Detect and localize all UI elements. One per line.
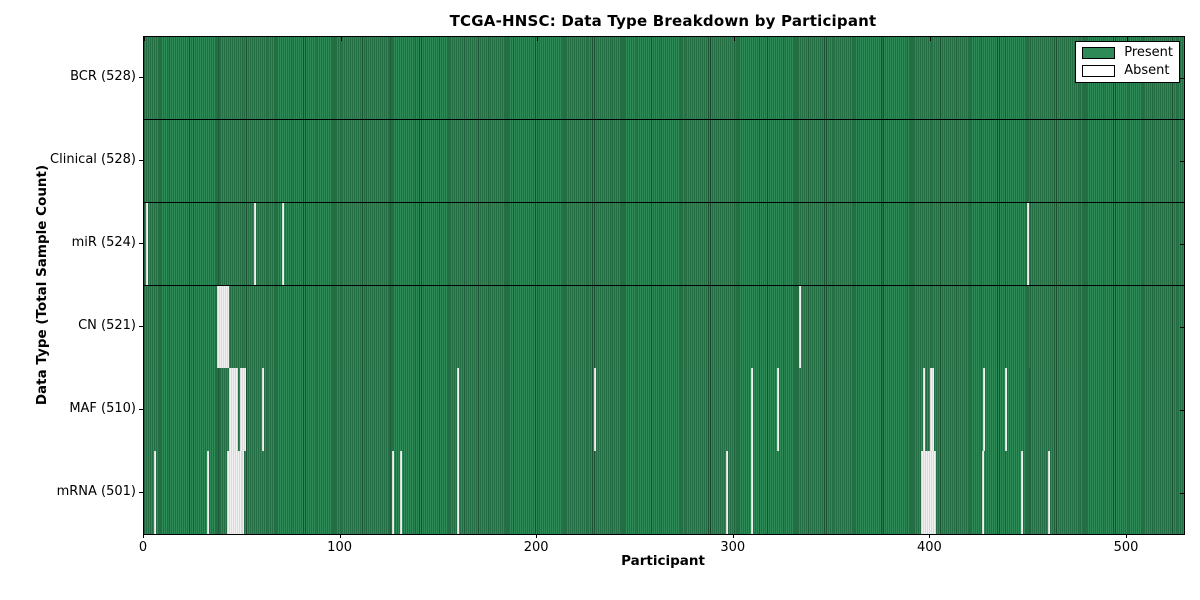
x-tick-label: 100	[327, 540, 352, 555]
x-tick	[1126, 37, 1128, 41]
row-label-mir: miR (524)	[71, 235, 136, 251]
chart-title: TCGA-HNSC: Data Type Breakdown by Partic…	[449, 12, 877, 30]
absent-gap	[216, 285, 229, 368]
legend: Present Absent	[1075, 41, 1180, 83]
absent-gap	[226, 451, 245, 534]
x-tick	[143, 534, 144, 538]
row-label-clinical: Clinical (528)	[50, 152, 136, 168]
absent-gap	[1048, 451, 1051, 534]
x-tick	[340, 37, 342, 41]
legend-label-absent: Absent	[1124, 63, 1170, 78]
absent-gap	[930, 368, 935, 451]
absent-gap	[920, 451, 937, 534]
y-tick	[1180, 78, 1184, 80]
absent-gap	[391, 451, 394, 534]
row-label-bcr: BCR (528)	[70, 69, 136, 85]
absent-gap	[145, 202, 148, 285]
row-mrna	[144, 451, 1184, 534]
x-tick	[733, 37, 735, 41]
absent-gap	[922, 368, 925, 451]
absent-gap	[206, 451, 209, 534]
x-tick	[1125, 534, 1127, 538]
y-axis-label: Data Type (Total Sample Count)	[34, 164, 50, 406]
absent-gap	[594, 368, 597, 451]
y-tick	[1180, 244, 1184, 246]
x-tick	[930, 37, 932, 41]
present-swatch-icon	[1082, 47, 1116, 59]
x-tick	[537, 37, 539, 41]
y-tick	[139, 243, 143, 245]
legend-label-present: Present	[1124, 45, 1173, 60]
row-cn	[144, 285, 1184, 369]
y-tick	[1180, 409, 1184, 411]
plot-area: Present Absent	[143, 36, 1185, 535]
absent-gap	[1020, 451, 1023, 534]
absent-gap	[751, 368, 754, 451]
y-tick	[1180, 161, 1184, 163]
absent-gap	[153, 451, 156, 534]
y-tick	[1180, 492, 1184, 494]
absent-gap	[228, 368, 239, 451]
x-tick	[732, 534, 734, 538]
absent-gap	[281, 202, 284, 285]
absent-gap	[981, 451, 984, 534]
absent-gap	[240, 368, 247, 451]
x-tick	[339, 534, 341, 538]
absent-gap	[798, 285, 801, 368]
y-tick	[139, 491, 143, 493]
absent-gap	[261, 368, 264, 451]
legend-entry-absent: Absent	[1082, 64, 1173, 78]
row-label-mrna: mRNA (501)	[56, 483, 136, 499]
x-tick	[144, 37, 145, 41]
absent-gap	[777, 368, 780, 451]
y-tick	[139, 408, 143, 410]
absent-gap	[456, 451, 459, 534]
row-bcr	[144, 37, 1184, 121]
x-tick-label: 400	[916, 540, 942, 555]
absent-gap	[254, 202, 257, 285]
x-tick	[536, 534, 538, 538]
legend-entry-present: Present	[1082, 46, 1173, 60]
absent-gap	[1026, 202, 1029, 285]
y-tick	[1180, 326, 1184, 328]
absent-gap	[456, 368, 459, 451]
absent-gap	[725, 451, 728, 534]
x-tick-label: 300	[720, 540, 746, 555]
x-tick-label: 500	[1113, 540, 1139, 555]
x-tick-label: 200	[523, 540, 549, 555]
absent-gap	[751, 451, 754, 534]
row-mir	[144, 202, 1184, 286]
absent-swatch-icon	[1082, 65, 1116, 77]
row-maf	[144, 368, 1184, 452]
absent-gap	[1005, 368, 1008, 451]
row-clinical	[144, 119, 1184, 204]
row-label-cn: CN (521)	[78, 317, 136, 333]
absent-gap	[983, 368, 986, 451]
x-tick-label: 0	[138, 540, 148, 555]
absent-gap	[399, 451, 402, 534]
y-tick	[139, 77, 143, 79]
row-label-maf: MAF (510)	[69, 400, 136, 416]
x-tick	[929, 534, 931, 538]
x-axis-label: Participant	[621, 553, 705, 569]
y-tick	[139, 160, 143, 162]
y-tick	[139, 325, 143, 327]
